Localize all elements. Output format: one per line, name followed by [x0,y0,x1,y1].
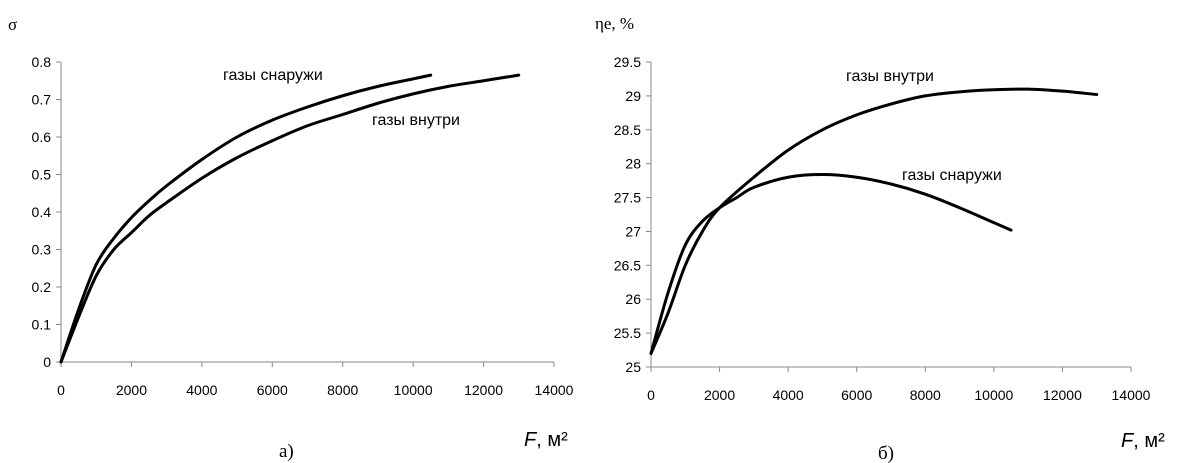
panel-a-x-tick-label: 10000 [394,382,433,398]
panel-a-annotation-inside: газы внутри [372,112,460,129]
panel-a-y-tick-label: 0.3 [32,242,52,258]
panel-a-y-tick-label: 0.2 [32,279,52,295]
panel-a-y-tick-label: 0.1 [32,317,52,333]
panel-a-y-tick-label: 0.5 [32,167,52,183]
panel-b-x-tick-label: 10000 [974,387,1013,403]
panel-b-annotation-outside: газы снаружи [902,167,1002,184]
panel-a-x-tick-label: 6000 [257,382,288,398]
panel-a-y-axis-label: σ [8,15,17,34]
panel-a-y-tick-label: 0.7 [32,92,52,108]
panel-a-x-axis-label: F, м² [524,429,568,451]
panel-b-x-tick-label: 4000 [773,387,804,403]
panel-a-x-tick-label: 14000 [535,382,574,398]
panel-b-x-tick-label: 6000 [841,387,872,403]
panel-b-x-tick-label: 14000 [1112,387,1151,403]
panel-a-chart: 0 0.1 0.2 0.3 0.4 0.5 0.6 0.7 0.8 0 2000 4000 6000 8… [8,15,574,462]
panel-a-y-tick-label: 0.6 [32,129,52,145]
panel-a-x-tick-label: 4000 [186,382,217,398]
panel-b-x-tick-label: 0 [647,387,655,403]
panel-b-x-tick-label: 8000 [910,387,941,403]
panel-b-label: б) [878,443,894,463]
panel-b-y-tick-label: 27 [625,223,641,239]
panel-a-y-tick-label: 0.8 [32,54,52,70]
panel-a-y-tick-label: 0.4 [32,204,52,220]
panel-b-y-tick-label: 28.5 [614,122,641,138]
panel-b-x-tick-label: 12000 [1043,387,1082,403]
panel-b-y-tick-label: 29 [625,88,641,104]
panel-a-x-tick-label: 0 [57,382,65,398]
panel-b-y-tick-label: 27.5 [614,190,641,206]
panel-b-y-tick-label: 29.5 [614,54,641,70]
panel-a-series-line-2 [59,73,521,364]
panel-b-y-tick-label: 26.5 [614,257,641,273]
panel-a-annotation-outside: газы снаружи [223,67,323,84]
panel-b-y-tick-label: 25 [625,359,641,375]
panel-a-y-tick-label: 0 [43,354,51,370]
panel-b-x-tick-label: 2000 [704,387,735,403]
panel-a-x-tick-label: 12000 [464,382,503,398]
panel-b-x-axis-label: F, м² [1121,430,1165,452]
panel-b-annotation-inside: газы внутри [846,68,934,85]
panel-b-series-line-2 [649,173,1013,355]
panel-a-x-tick-label: 2000 [116,382,147,398]
panel-b-y-tick-label: 28 [625,156,641,172]
panel-b-series-line-1 [649,87,1099,355]
panel-a-series-line-1 [59,73,433,364]
panel-a-label: а) [279,441,294,462]
panel-b-y-tick-label: 26 [625,291,641,307]
panel-a-x-tick-label: 8000 [327,382,358,398]
panel-b-y-axis-label: ηe, % [595,14,634,33]
panel-b-chart: 25 25.5 26 26.5 27 27.5 28 28.5 29 29.5 0 2000 4000… [595,14,1165,463]
panel-b-y-tick-label: 25.5 [614,325,641,341]
